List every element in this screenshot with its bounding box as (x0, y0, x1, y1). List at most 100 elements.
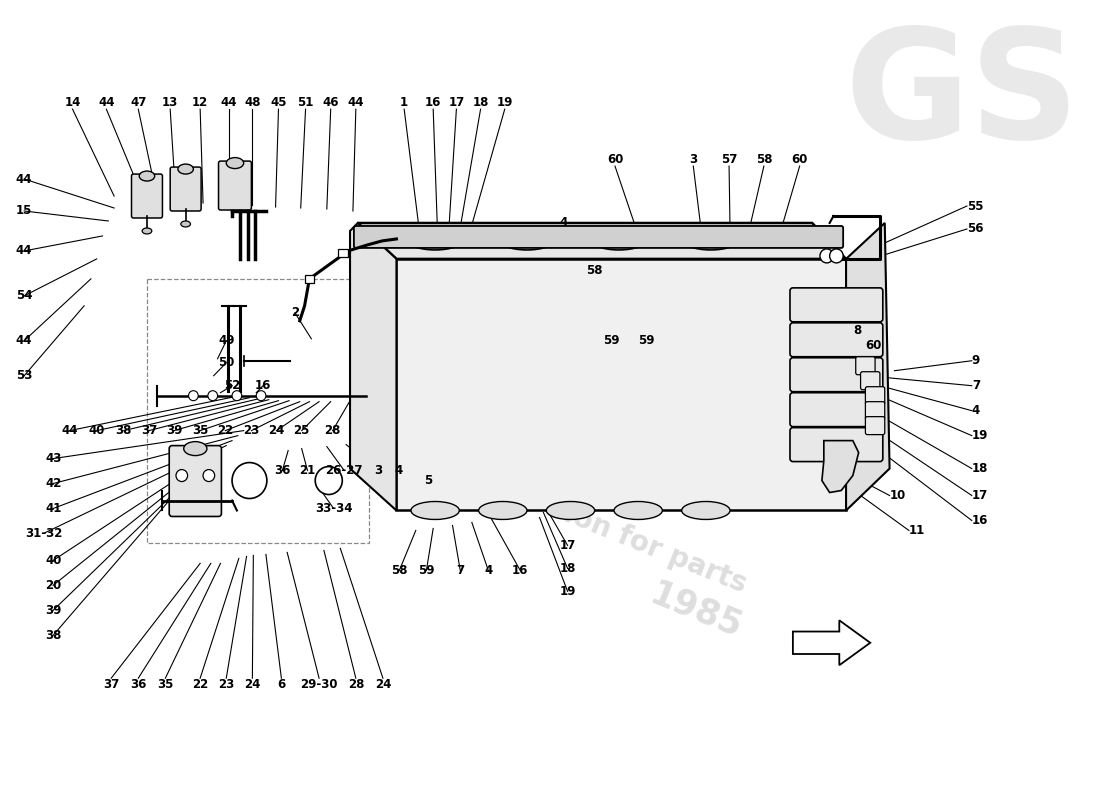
Text: 47: 47 (130, 96, 146, 109)
Text: 39: 39 (45, 604, 62, 617)
Circle shape (256, 390, 266, 401)
Text: 44: 44 (15, 245, 32, 258)
Ellipse shape (142, 228, 152, 234)
Polygon shape (396, 259, 846, 510)
Text: 16: 16 (425, 96, 441, 109)
Text: 31-32: 31-32 (25, 527, 63, 540)
Text: 18: 18 (560, 562, 575, 575)
Text: 10: 10 (890, 489, 905, 502)
Text: 55: 55 (967, 199, 983, 213)
Text: 4: 4 (971, 404, 980, 417)
FancyBboxPatch shape (790, 358, 883, 392)
Text: GS: GS (845, 22, 1080, 170)
Ellipse shape (180, 221, 190, 227)
Text: 46: 46 (322, 96, 339, 109)
Text: 44: 44 (62, 424, 78, 437)
Circle shape (232, 390, 242, 401)
Text: 58: 58 (392, 564, 408, 577)
Text: 40: 40 (88, 424, 104, 437)
Text: 54: 54 (15, 290, 32, 302)
FancyBboxPatch shape (860, 372, 880, 390)
Text: a passion for parts: a passion for parts (468, 462, 751, 598)
Text: 19: 19 (971, 429, 988, 442)
Circle shape (208, 390, 218, 401)
Text: 45: 45 (271, 96, 287, 109)
Text: 4: 4 (394, 464, 403, 477)
Circle shape (316, 466, 342, 494)
Text: 53: 53 (16, 370, 32, 382)
Text: 41: 41 (45, 502, 62, 515)
Ellipse shape (227, 158, 244, 169)
FancyBboxPatch shape (132, 174, 163, 218)
Text: 17: 17 (560, 539, 575, 552)
Ellipse shape (178, 164, 194, 174)
Text: 28: 28 (348, 678, 364, 691)
Text: 2: 2 (290, 306, 299, 319)
Bar (339, 249, 348, 257)
Text: 7: 7 (456, 564, 464, 577)
Ellipse shape (140, 171, 155, 181)
Text: 29-30: 29-30 (300, 678, 338, 691)
Text: 28: 28 (324, 424, 341, 437)
Text: 4: 4 (484, 564, 493, 577)
Ellipse shape (498, 228, 556, 250)
Text: 21: 21 (299, 464, 316, 477)
Text: 57: 57 (720, 153, 737, 166)
Text: 14: 14 (64, 96, 80, 109)
Text: 60: 60 (792, 153, 807, 166)
Text: 3: 3 (374, 464, 382, 477)
Polygon shape (350, 223, 396, 510)
Text: 5: 5 (425, 474, 432, 487)
Text: 59: 59 (603, 334, 619, 347)
Text: 24: 24 (375, 678, 392, 691)
Polygon shape (822, 441, 859, 493)
FancyBboxPatch shape (354, 226, 844, 248)
Circle shape (176, 470, 188, 482)
Text: 42: 42 (45, 477, 62, 490)
Text: 56: 56 (967, 222, 983, 235)
Text: 1: 1 (400, 96, 408, 109)
Text: 12: 12 (192, 96, 208, 109)
Text: 4: 4 (560, 217, 568, 230)
Text: 6: 6 (277, 678, 286, 691)
FancyBboxPatch shape (169, 446, 221, 517)
Ellipse shape (478, 502, 527, 519)
Text: 25: 25 (294, 424, 310, 437)
Text: 58: 58 (756, 153, 772, 166)
FancyBboxPatch shape (866, 386, 884, 405)
FancyBboxPatch shape (790, 288, 883, 322)
Text: 20: 20 (45, 579, 62, 592)
Text: 37: 37 (103, 678, 119, 691)
Text: 22: 22 (192, 678, 208, 691)
Text: 9: 9 (971, 354, 980, 367)
Text: 17: 17 (971, 489, 988, 502)
Text: 60: 60 (607, 153, 624, 166)
Text: 44: 44 (15, 334, 32, 347)
Text: 17: 17 (449, 96, 464, 109)
Polygon shape (358, 223, 846, 259)
FancyBboxPatch shape (790, 393, 883, 426)
Text: 24: 24 (268, 424, 285, 437)
Circle shape (820, 249, 834, 263)
Text: 37: 37 (141, 424, 157, 437)
Polygon shape (846, 223, 890, 510)
Bar (305, 275, 315, 283)
Circle shape (188, 390, 198, 401)
Text: 16: 16 (255, 379, 272, 392)
Text: 11: 11 (909, 524, 925, 537)
Ellipse shape (411, 502, 460, 519)
Text: 18: 18 (971, 462, 988, 475)
Text: 16: 16 (512, 564, 528, 577)
Text: 15: 15 (16, 205, 32, 218)
Text: 19: 19 (496, 96, 513, 109)
Text: 33-34: 33-34 (315, 502, 352, 515)
Polygon shape (793, 620, 870, 666)
Text: 52: 52 (224, 379, 240, 392)
Text: 24: 24 (244, 678, 261, 691)
Text: 1985: 1985 (645, 577, 747, 644)
Circle shape (232, 462, 267, 498)
Ellipse shape (184, 442, 207, 455)
Text: 36: 36 (130, 678, 146, 691)
Ellipse shape (614, 502, 662, 519)
Text: 36: 36 (274, 464, 290, 477)
